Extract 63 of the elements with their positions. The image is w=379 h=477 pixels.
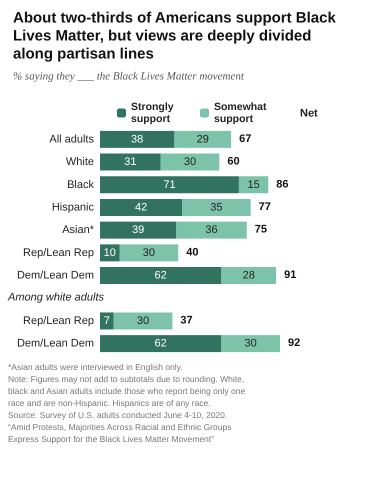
text: Net: [300, 108, 318, 120]
annotation: Among white adults: [7, 291, 104, 304]
bar: [174, 130, 232, 148]
bar: [160, 154, 220, 171]
legend-label: Somewhat support: [214, 101, 270, 125]
chart-title: About two-thirds of Americans support Black Lives Matter, but views are deeply divided along partisan lines: [13, 10, 340, 62]
y-tick-label: Dem/Lean Dem: [16, 338, 94, 350]
y-tick-label: Hispanic: [52, 201, 94, 214]
y-tick-label: Rep/Lean Rep: [23, 246, 94, 259]
data-label: 38: [131, 133, 144, 146]
y-tick-label: Black: [67, 178, 94, 191]
data-label: 29: [196, 133, 209, 146]
data-label: 62: [154, 270, 167, 282]
bar: [100, 130, 174, 148]
bar: [221, 267, 276, 284]
total-label: 40: [186, 246, 199, 258]
total-label: 37: [180, 314, 193, 326]
data-label: 30: [142, 246, 156, 259]
data-label: 10: [104, 246, 116, 259]
y-tick-label: All adults: [49, 133, 94, 146]
data-label: 62: [154, 338, 167, 350]
total-label: 75: [254, 224, 267, 236]
bar: [176, 222, 247, 239]
data-label: 28: [242, 270, 255, 282]
bar: [182, 198, 251, 216]
bar: [238, 176, 268, 194]
bar: [100, 176, 239, 194]
bar: [100, 222, 176, 239]
y-tick-label: Dem/Lean Dem: [16, 270, 94, 282]
data-label: 35: [210, 201, 223, 214]
data-label: 30: [244, 338, 257, 350]
total-label: 67: [239, 132, 252, 145]
total-label: 86: [276, 178, 289, 190]
bar: [100, 312, 114, 330]
bar: [100, 198, 182, 216]
bar: [100, 335, 222, 352]
data-label: 31: [124, 156, 136, 168]
bar: [120, 244, 178, 262]
text: “Amid Protests, Majorities Across Racial and Ethnic Groups Express Support for the Black Lives Matter Movement”: [8, 422, 234, 444]
y-tick-label: Rep/Lean Rep: [23, 314, 94, 327]
total-label: 91: [284, 269, 296, 282]
text: *Asian adults were interviewed in English only.: [8, 362, 183, 372]
text: Note: Figures may not add to subtotals due to rounding. White, black and Asian adults include those who report being only one race and are non-Hispanic. Hispanics are of any race.: [8, 374, 248, 408]
data-label: 30: [184, 156, 196, 168]
total-label: 92: [288, 337, 300, 350]
data-label: 39: [132, 224, 144, 236]
data-label: 71: [163, 178, 176, 191]
data-label: 30: [136, 314, 150, 327]
bar: [221, 335, 280, 352]
data-label: 7: [104, 314, 110, 327]
data-label: 15: [247, 178, 260, 191]
total-label: 77: [258, 200, 271, 213]
total-label: 60: [227, 156, 240, 168]
y-tick-label: Asian*: [62, 224, 95, 236]
source-note: Source: Survey of U.S. adults conducted June 4-10, 2020.: [8, 410, 228, 420]
legend-label: Strongly support: [131, 101, 177, 125]
y-tick-label: White: [66, 156, 94, 168]
data-label: 42: [134, 201, 148, 214]
data-label: 36: [205, 224, 218, 236]
chart-subtitle: % saying they ___ the Black Lives Matter movement: [13, 70, 245, 82]
bar: [100, 154, 161, 171]
bar: [114, 312, 172, 330]
bar: [100, 267, 222, 284]
